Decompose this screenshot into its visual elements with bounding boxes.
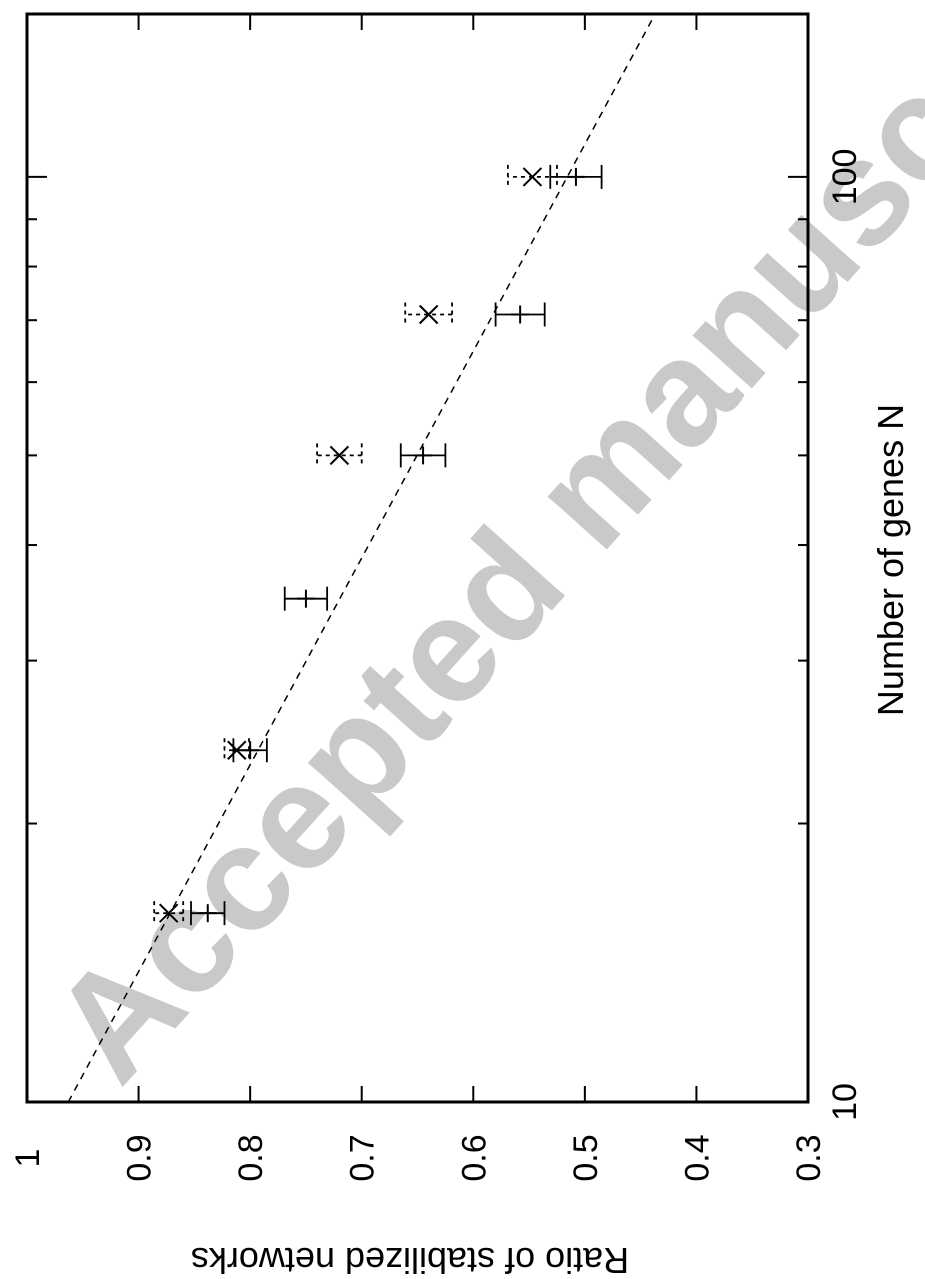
y-tick-label: 0.7 xyxy=(344,1134,382,1181)
x-axis-label: Number of genes N xyxy=(870,404,911,716)
y-tick-label: 0.9 xyxy=(121,1134,159,1181)
y-tick-label: 0.8 xyxy=(232,1134,270,1181)
cross-series-point xyxy=(522,167,543,187)
watermark-text: Accepted manuscript xyxy=(19,0,925,1111)
fit-line xyxy=(67,13,656,1103)
y-tick-label: 0.5 xyxy=(567,1134,605,1181)
y-tick-label: 1 xyxy=(9,1149,47,1168)
y-tick-label: 0.6 xyxy=(455,1134,493,1181)
cross-series-point xyxy=(158,903,179,923)
x-tick-label: 10 xyxy=(826,1083,864,1121)
y-tick-label: 0.3 xyxy=(790,1134,828,1181)
y-axis-label: Ratio of stabilized networks xyxy=(191,1240,629,1279)
curves xyxy=(67,13,656,1103)
cross-series-point xyxy=(418,304,439,325)
ticks xyxy=(26,14,809,1103)
labels: 0.3 0.4 0.5 0.6 0.7 0.8 0.9 1 10 100 xyxy=(9,149,864,1182)
plot-frame xyxy=(25,12,810,1104)
y-tick-label: 0.4 xyxy=(678,1134,716,1181)
cross-series-point xyxy=(329,445,350,466)
cross-series-point xyxy=(227,740,247,760)
x-tick-label: 100 xyxy=(826,149,864,206)
